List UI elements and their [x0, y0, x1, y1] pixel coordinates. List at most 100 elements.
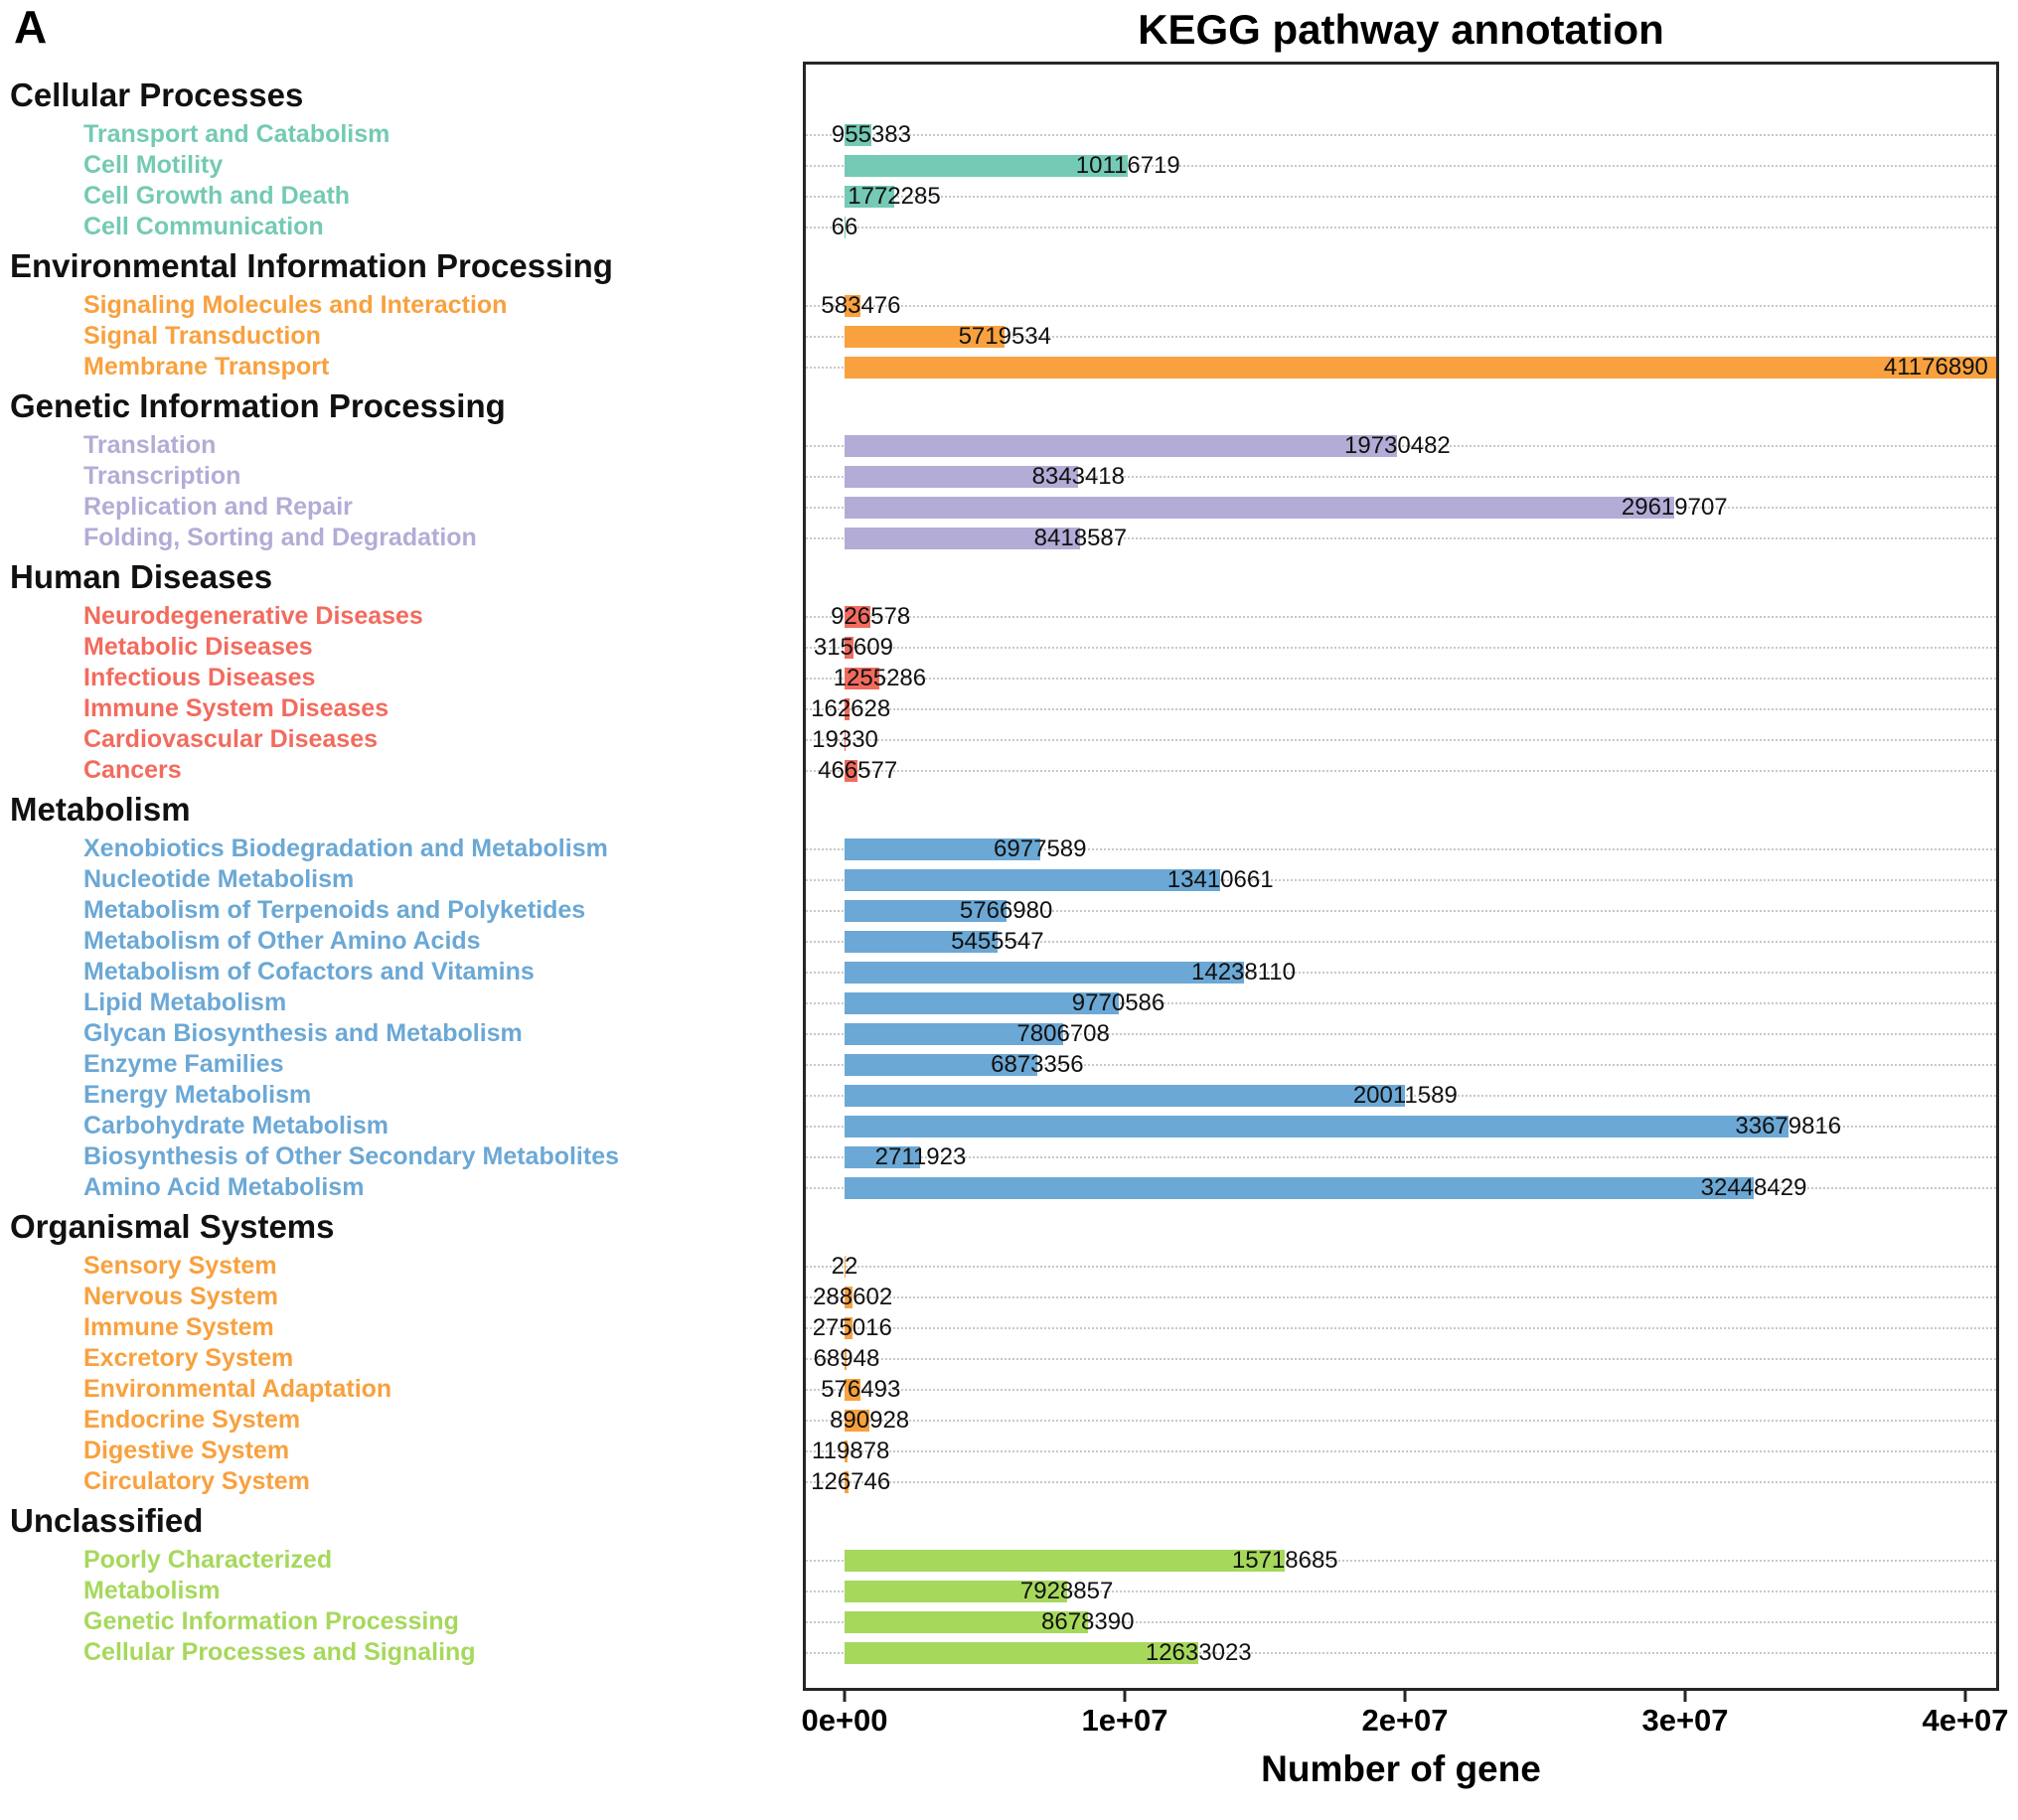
- bar: [845, 1053, 1037, 1076]
- x-axis-tick-mark: [1683, 1691, 1687, 1702]
- category-label: Glycan Biosynthesis and Metabolism: [83, 1019, 523, 1047]
- bar-value-label: 5455547: [951, 928, 1044, 955]
- bar: [845, 496, 1675, 519]
- gridline: [803, 615, 1999, 618]
- bar: [845, 1409, 870, 1432]
- bar: [845, 434, 1398, 457]
- panel-label: A: [14, 1, 48, 53]
- gridline: [803, 1001, 1999, 1004]
- category-label: Genetic Information Processing: [83, 1607, 459, 1635]
- gridline: [803, 1419, 1999, 1422]
- category-label: Transport and Catabolism: [83, 120, 390, 148]
- plot-rows: 955383 10116719 1772285 66 583476 5719534 4117…: [803, 62, 1999, 1691]
- category-label: Metabolism of Cofactors and Vitamins: [83, 958, 535, 986]
- category-label: Metabolism: [83, 1577, 221, 1604]
- category-label: Signal Transduction: [83, 322, 321, 350]
- chart-title: KEGG pathway annotation: [1138, 6, 1664, 53]
- bar-value-label: 126746: [811, 1468, 891, 1495]
- bar: [845, 1255, 846, 1278]
- bar: [845, 636, 854, 659]
- category-label: Xenobiotics Biodegradation and Metabolis…: [83, 834, 608, 862]
- bar: [845, 356, 1999, 379]
- category-label: Immune System: [83, 1313, 274, 1341]
- bar-value-label: 890928: [830, 1407, 910, 1434]
- bar-value-label: 20011589: [1352, 1082, 1458, 1109]
- bar-value-label: 33679816: [1735, 1113, 1842, 1139]
- x-axis-tick-label: 3e+07: [1641, 1703, 1729, 1738]
- bar: [845, 185, 894, 208]
- bar: [845, 1440, 849, 1462]
- category-label: Replication and Repair: [83, 493, 353, 521]
- category-label: Nucleotide Metabolism: [83, 865, 355, 893]
- x-axis-title: Number of gene: [1261, 1748, 1541, 1789]
- category-label: Nervous System: [83, 1283, 278, 1310]
- gridline: [803, 1357, 1999, 1360]
- category-label: Amino Acid Metabolism: [83, 1173, 365, 1201]
- gridline: [803, 335, 1999, 338]
- bar: [845, 1145, 921, 1168]
- bar-value-label: 68948: [813, 1345, 880, 1372]
- gridline: [803, 909, 1999, 912]
- group-header: Environmental Information Processing: [10, 247, 613, 284]
- bar: [845, 759, 858, 782]
- bar-value-label: 29619707: [1621, 494, 1728, 521]
- gridline: [803, 1032, 1999, 1035]
- x-axis-tick-label: 1e+07: [1081, 1703, 1168, 1738]
- bar: [845, 1641, 1199, 1664]
- gridline: [803, 878, 1999, 881]
- bar: [845, 930, 998, 953]
- category-label: Excretory System: [83, 1344, 294, 1372]
- gridline: [803, 1590, 1999, 1592]
- bar-value-label: 576493: [821, 1376, 901, 1403]
- gridline: [803, 164, 1999, 167]
- bar-value-label: 1255286: [833, 665, 927, 691]
- bar: [845, 527, 1081, 549]
- gridline: [803, 1480, 1999, 1483]
- bar-value-label: 275016: [812, 1314, 892, 1341]
- category-label: Environmental Adaptation: [83, 1375, 392, 1403]
- bar: [845, 1084, 1406, 1107]
- bar: [845, 1378, 861, 1401]
- gridline: [803, 707, 1999, 710]
- gridline: [803, 304, 1999, 307]
- bar: [845, 605, 871, 628]
- category-label: Immune System Diseases: [83, 694, 389, 722]
- category-label: Carbohydrate Metabolism: [83, 1112, 389, 1139]
- gridline: [803, 195, 1999, 198]
- gridline: [803, 1620, 1999, 1623]
- bar-value-label: 19730482: [1344, 432, 1451, 459]
- group-header: Genetic Information Processing: [10, 387, 506, 424]
- category-label: Metabolism of Terpenoids and Polyketides: [83, 896, 586, 924]
- bar-value-label: 8343418: [1031, 463, 1125, 490]
- bar: [845, 1549, 1286, 1572]
- bar: [845, 1347, 847, 1370]
- bar-value-label: 12633023: [1145, 1639, 1252, 1666]
- gridline: [803, 444, 1999, 447]
- group-header: Metabolism: [10, 791, 191, 828]
- category-label: Biosynthesis of Other Secondary Metaboli…: [83, 1142, 620, 1170]
- group-header: Unclassified: [10, 1502, 204, 1539]
- gridline: [803, 1559, 1999, 1562]
- category-label: Sensory System: [83, 1252, 277, 1280]
- bar-value-label: 926578: [831, 603, 911, 630]
- gridline: [803, 646, 1999, 649]
- gridline: [803, 1651, 1999, 1654]
- category-label: Energy Metabolism: [83, 1081, 312, 1109]
- bar: [845, 1286, 854, 1308]
- bar: [845, 294, 861, 317]
- bar-value-label: 5766980: [959, 897, 1053, 924]
- gridline: [803, 1063, 1999, 1066]
- gridline: [803, 971, 1999, 974]
- bar: [845, 1580, 1067, 1602]
- gridline: [803, 738, 1999, 741]
- category-label: Enzyme Families: [83, 1050, 284, 1078]
- bar-value-label: 9770586: [1071, 989, 1165, 1016]
- category-label: Signaling Molecules and Interaction: [83, 291, 508, 319]
- category-label: Cell Motility: [83, 151, 224, 179]
- category-label: Folding, Sorting and Degradation: [83, 524, 477, 551]
- bar: [845, 154, 1129, 177]
- gridline: [803, 1449, 1999, 1452]
- gridline: [803, 1295, 1999, 1298]
- gridline: [803, 769, 1999, 772]
- category-label: Cell Communication: [83, 213, 324, 240]
